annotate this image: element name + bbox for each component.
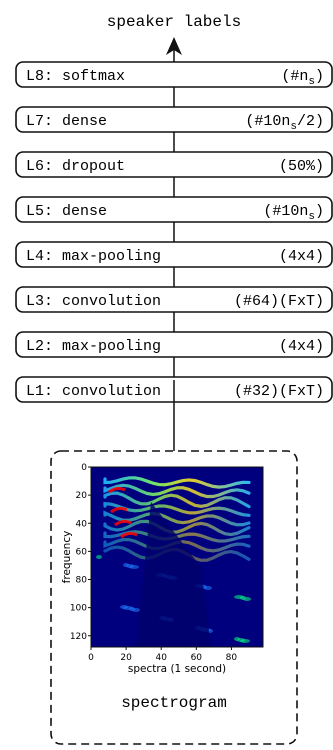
layer-name: L6: dropout (26, 158, 125, 175)
spectrogram-hotspot (114, 519, 132, 527)
layer-box: L3: convolution (#64)(FxT) (15, 286, 333, 313)
y-tick-label: 60 (76, 547, 88, 557)
layer-name: L7: dense (26, 113, 107, 130)
y-tick-label: 120 (70, 632, 87, 642)
spectrogram-blob (123, 563, 129, 567)
layer-name: L8: softmax (26, 68, 125, 85)
layer-param-subscript: s (308, 76, 315, 88)
layer-params: (#10ns) (263, 203, 324, 223)
x-tick-label: 80 (226, 653, 238, 663)
layer-box: L7: dense (#10ns/2) (15, 106, 333, 133)
spectrogram-hotspot (108, 486, 126, 494)
layer-param-main: (#64)(FxT) (234, 293, 324, 310)
layer-param-main: (4x4) (279, 338, 324, 355)
y-tick-label: 20 (76, 491, 88, 501)
spectrogram-plot: 0 20 40 60 80 0 20 40 60 80 100 120 spectra (1 seco… (61, 463, 264, 675)
layer-param-subscript: s (290, 121, 297, 133)
layer-param-subscript: s (308, 211, 315, 223)
layer-params: (#10ns/2) (245, 113, 324, 133)
y-tick-label: 100 (70, 604, 87, 614)
spectrogram-blob (96, 555, 102, 559)
layer-params: (4x4) (279, 248, 324, 265)
spectrogram-caption: spectrogram (121, 694, 227, 712)
x-tick-label: 0 (88, 653, 94, 663)
spectrogram-xlabel: spectra (1 second) (128, 663, 226, 675)
y-tick-label: 40 (76, 519, 88, 529)
spectrogram-blob (120, 605, 128, 609)
layer-param-main: (4x4) (279, 248, 324, 265)
layer-param-main: (50%) (279, 158, 324, 175)
layer-param-main: (#32)(FxT) (234, 383, 324, 400)
spectrogram-shadow (136, 502, 211, 647)
layer-param-main: (#10n (245, 113, 290, 130)
spectrogram-container (50, 450, 298, 745)
layer-param-end: ) (315, 203, 324, 220)
x-tick-label: 60 (191, 653, 203, 663)
x-tick-label: 20 (120, 653, 132, 663)
layer-box: L4: max-pooling (4x4) (15, 241, 333, 268)
spectrogram-hotspot (120, 531, 138, 539)
spectrogram-bands (96, 476, 251, 647)
layer-stack: L8: softmax (#ns)L7: dense (#10ns/2)L6: dr… (15, 61, 333, 403)
spectrogram-blob (234, 595, 244, 599)
y-tick-label: 80 (76, 576, 88, 586)
layer-params: (#ns) (281, 68, 324, 88)
layer-params: (#32)(FxT) (234, 383, 324, 400)
spectrogram-band (103, 491, 251, 509)
spectrogram-band (103, 483, 251, 499)
spectrogram-ticks: 0 20 40 60 80 0 20 40 60 80 100 120 (70, 463, 238, 663)
layer-box: L2: max-pooling (4x4) (15, 331, 333, 358)
layer-name: L3: convolution (26, 293, 161, 310)
layer-param-main: (#n (281, 68, 308, 85)
layer-params: (50%) (279, 158, 324, 175)
layer-name: L4: max-pooling (26, 248, 161, 265)
y-tick-label: 0 (81, 463, 87, 473)
spectrogram-hotspot (110, 506, 128, 514)
layer-box: L6: dropout (50%) (15, 151, 333, 178)
spectrogram-band (103, 476, 251, 489)
layer-name: L1: convolution (26, 383, 161, 400)
layer-param-end: /2) (297, 113, 324, 130)
x-tick-label: 40 (155, 653, 167, 663)
layer-box: L8: softmax (#ns) (15, 61, 333, 88)
output-label: speaker labels (107, 13, 241, 31)
layer-params: (#64)(FxT) (234, 293, 324, 310)
layer-params: (4x4) (279, 338, 324, 355)
layer-name: L2: max-pooling (26, 338, 161, 355)
spectrogram-frame (90, 466, 264, 648)
layer-param-end: ) (315, 68, 324, 85)
layer-param-main: (#10n (263, 203, 308, 220)
layer-name: L5: dense (26, 203, 107, 220)
layer-box: L5: dense (#10ns) (15, 196, 333, 223)
spectrogram-blob (234, 637, 240, 641)
output-arrowhead (166, 37, 182, 55)
spectrogram-ylabel: frequency (61, 531, 73, 584)
